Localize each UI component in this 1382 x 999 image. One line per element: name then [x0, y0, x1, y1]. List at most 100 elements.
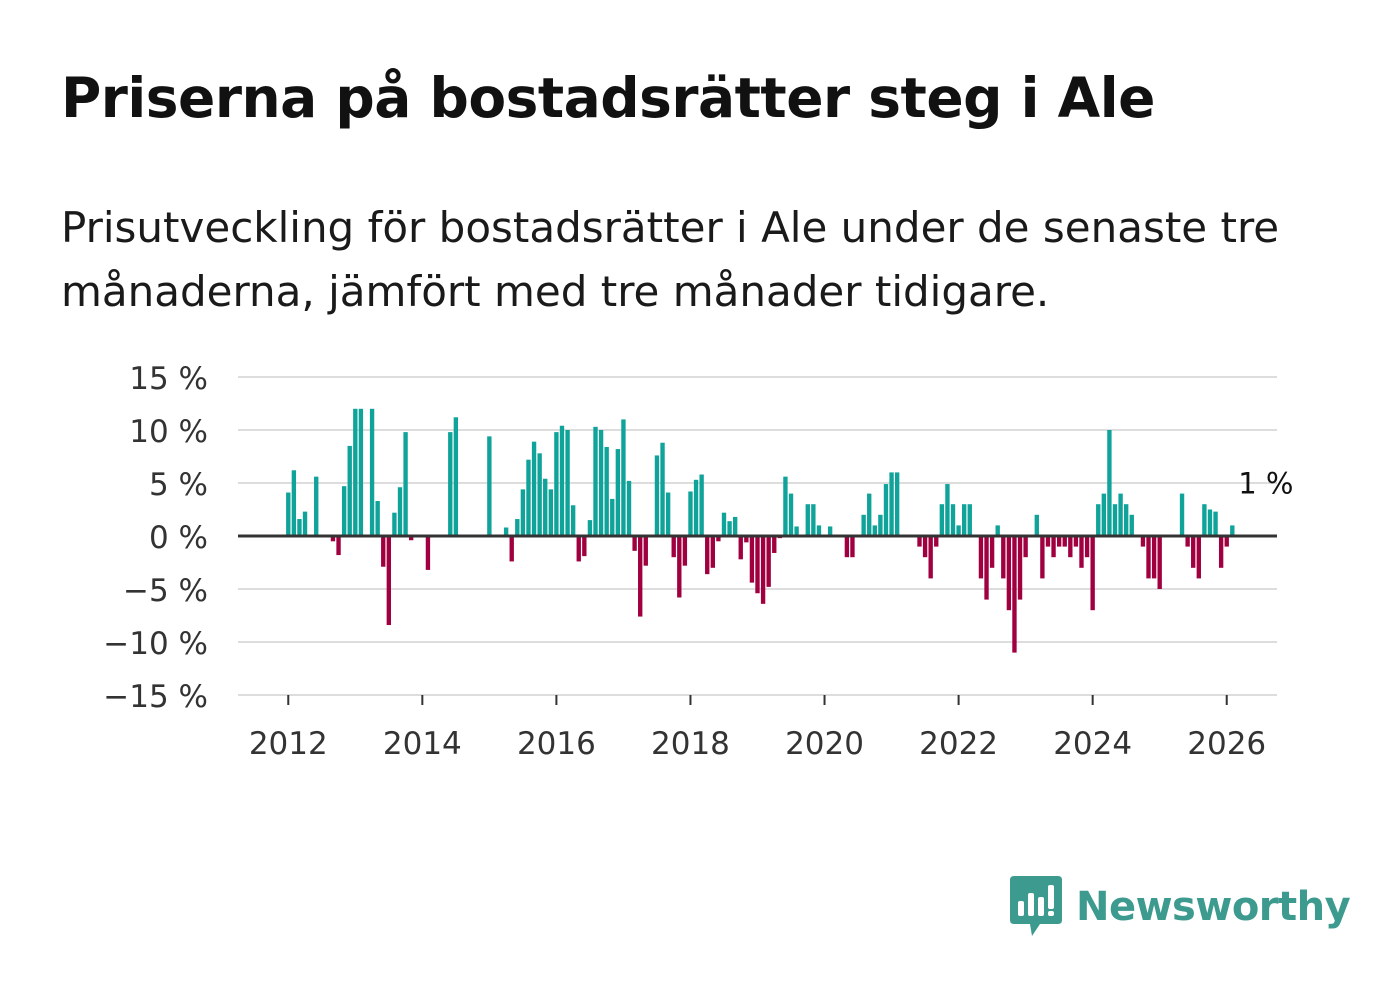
bar	[375, 501, 380, 536]
bar	[526, 459, 531, 536]
bar	[794, 526, 799, 536]
bar	[1079, 536, 1084, 568]
bar	[744, 536, 749, 543]
bar	[1112, 504, 1118, 536]
bar	[1151, 536, 1157, 579]
bar	[978, 536, 984, 579]
bars	[286, 408, 1235, 653]
bar	[503, 527, 509, 536]
bar	[1017, 536, 1023, 600]
bar	[559, 425, 565, 536]
y-tick-label: 0 %	[149, 520, 208, 556]
bar	[570, 505, 576, 536]
bar	[705, 536, 710, 575]
bar	[783, 476, 788, 536]
bar	[1218, 536, 1224, 568]
bar	[1196, 536, 1201, 579]
bar	[827, 526, 833, 536]
bar	[861, 514, 866, 536]
bar	[922, 536, 928, 558]
bar	[811, 504, 816, 536]
bar	[386, 536, 391, 626]
bar	[1185, 536, 1190, 547]
bar	[1124, 504, 1129, 536]
bar	[448, 432, 453, 536]
bar	[347, 445, 352, 536]
bar	[1118, 493, 1123, 536]
y-tick-label: 15 %	[129, 361, 208, 397]
bar	[515, 519, 520, 536]
bar	[727, 521, 732, 536]
bar	[721, 512, 727, 536]
bar	[995, 525, 1000, 536]
chart-title: Priserna på bostadsrätter steg i Ale	[61, 66, 1155, 130]
bar	[928, 536, 933, 579]
bar	[509, 536, 514, 562]
bar	[610, 498, 615, 536]
bar	[1062, 536, 1067, 547]
bar	[582, 536, 587, 557]
bar	[358, 408, 364, 536]
bar	[950, 504, 956, 536]
bar	[565, 430, 570, 536]
bar	[381, 536, 386, 567]
bar	[844, 536, 850, 558]
bar	[710, 536, 715, 568]
bar	[1191, 536, 1196, 568]
bar	[788, 493, 794, 536]
bar	[699, 474, 704, 536]
bar	[1006, 536, 1012, 611]
bar	[425, 536, 431, 570]
newsworthy-logo: Newsworthy	[1010, 876, 1351, 938]
bar	[967, 504, 972, 536]
bar	[1202, 504, 1207, 536]
bar	[1051, 536, 1056, 558]
bar	[1107, 430, 1112, 536]
bar	[302, 511, 308, 536]
bar	[654, 455, 660, 536]
bar	[1068, 536, 1073, 558]
bar	[336, 536, 341, 556]
bar	[1224, 536, 1229, 547]
bar	[286, 492, 291, 536]
latest-value-annotation: 1 %	[1238, 466, 1293, 500]
bar	[693, 479, 699, 536]
bar	[917, 536, 922, 547]
x-tick-label: 2016	[517, 726, 596, 762]
bar	[543, 478, 548, 536]
bar	[615, 449, 621, 536]
bar	[397, 487, 403, 536]
bar	[1213, 511, 1218, 536]
y-tick-label: 5 %	[149, 467, 208, 503]
x-axis: 2012 2014 2016 2018 2020 2022 2024 2026	[249, 695, 1266, 762]
bar	[576, 536, 581, 562]
bar-chart: 15 %10 %5 %0 %−5 %−10 %−15 % 2012 2014 201…	[103, 361, 1293, 762]
bar	[330, 536, 336, 542]
y-tick-label: −10 %	[103, 626, 208, 662]
bar	[883, 484, 889, 536]
bar	[716, 536, 721, 542]
bar	[593, 426, 598, 536]
x-tick-label: 2022	[919, 726, 998, 762]
bar	[408, 536, 414, 541]
bar	[772, 536, 777, 553]
bar	[341, 486, 347, 536]
bar	[956, 525, 961, 536]
bar	[682, 536, 688, 566]
bar	[1045, 536, 1051, 547]
bar	[677, 536, 682, 598]
bar	[894, 472, 900, 536]
bar	[1090, 536, 1095, 611]
bar	[1101, 493, 1107, 536]
bar	[314, 476, 319, 536]
bar	[392, 512, 397, 536]
x-tick-label: 2020	[785, 726, 864, 762]
bar	[732, 516, 738, 536]
bar	[1230, 525, 1235, 536]
bar	[738, 536, 743, 560]
bar	[632, 536, 637, 551]
bar	[984, 536, 989, 600]
bar	[989, 536, 995, 568]
bar	[1129, 514, 1134, 536]
bar	[598, 430, 604, 536]
